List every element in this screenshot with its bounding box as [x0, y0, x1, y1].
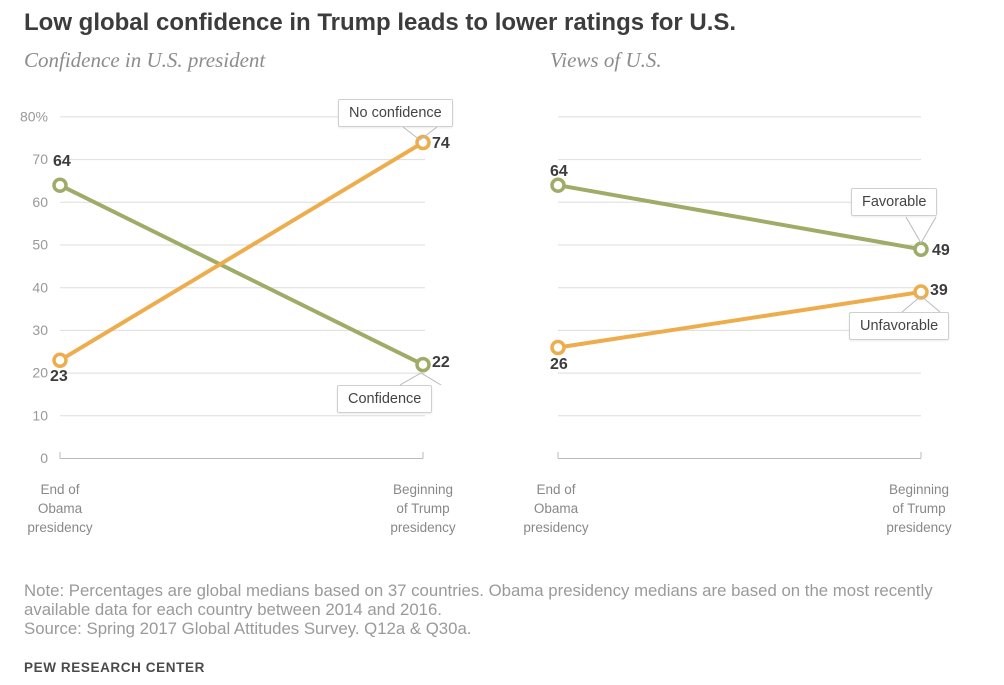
svg-text:80%: 80%	[20, 109, 48, 125]
svg-text:20: 20	[32, 365, 48, 381]
svg-text:0: 0	[40, 450, 48, 466]
svg-text:50: 50	[32, 237, 48, 253]
svg-text:70: 70	[32, 151, 48, 167]
svg-text:10: 10	[32, 407, 48, 423]
svg-text:60: 60	[32, 194, 48, 210]
svg-text:30: 30	[32, 322, 48, 338]
svg-text:40: 40	[32, 279, 48, 295]
